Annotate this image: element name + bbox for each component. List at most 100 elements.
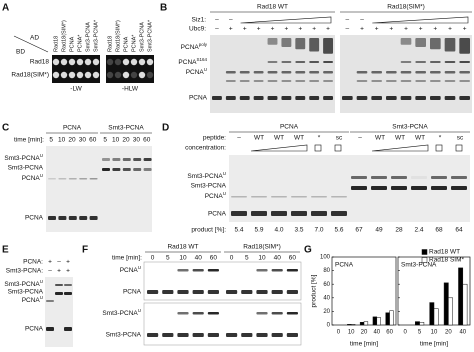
product-value: 5.9: [254, 227, 263, 234]
label-base: Smt3-PCNA: [187, 173, 223, 180]
time-label: 10: [258, 255, 266, 262]
gel-band: [311, 211, 327, 216]
gel-band: [323, 80, 333, 82]
colony: [60, 58, 68, 66]
product-value: 49: [375, 227, 383, 234]
y-tick-label: 20: [323, 309, 330, 315]
label-sup: S164: [196, 57, 207, 62]
gel-band: [309, 38, 320, 52]
gel-band: [391, 186, 407, 190]
colony: [106, 58, 114, 66]
gel-band: [386, 96, 397, 100]
legend-swatch: [421, 257, 428, 263]
gel-band: [207, 312, 219, 315]
gel-band: [411, 186, 427, 190]
gel-band: [177, 312, 189, 315]
gel-band: [309, 80, 320, 82]
gel-band: [271, 269, 283, 272]
time-label: 10: [179, 255, 187, 262]
product-value: 64: [455, 227, 463, 234]
y-tick-label: 80: [323, 268, 330, 274]
wedge: [371, 144, 429, 152]
label-base: PCNA: [120, 267, 139, 274]
gel-band: [267, 71, 278, 74]
group-title: Smt3-PCNA: [108, 125, 144, 132]
sign: –: [57, 259, 61, 266]
y-tick-label: 0: [327, 323, 331, 329]
gel-band: [286, 290, 298, 294]
colony: [122, 58, 130, 66]
bar: [376, 317, 381, 326]
gel-band: [309, 61, 320, 63]
bar: [347, 324, 352, 326]
peptide-label: –: [237, 135, 241, 142]
bar: [385, 312, 390, 326]
band-label: Smt3-PCNA: [106, 332, 142, 339]
gel-band: [331, 211, 347, 216]
x-tick-label: 20: [361, 330, 368, 336]
medium-label: -HLW: [122, 86, 139, 93]
column-label: PCNA: [123, 36, 129, 52]
label: +: [326, 26, 330, 33]
colony: [106, 71, 114, 79]
peptide-label: WT: [395, 135, 405, 142]
gel-band: [356, 71, 368, 74]
band-label: PCNAU: [22, 173, 43, 182]
time-label: 5: [245, 255, 249, 262]
gel-band: [271, 196, 287, 198]
label: –: [346, 26, 350, 33]
product-value: 67: [355, 227, 363, 234]
gel-band: [253, 96, 264, 100]
bar: [458, 267, 464, 326]
bar: [433, 308, 439, 326]
gel-band: [55, 284, 63, 286]
label-sup: poly: [199, 42, 208, 47]
label: +: [419, 26, 423, 33]
gel-band: [177, 333, 189, 337]
gel-band: [64, 292, 72, 295]
label: +: [271, 26, 275, 33]
gel-band: [225, 96, 236, 100]
gel-band: [267, 80, 278, 82]
label-base: PCNA: [205, 193, 224, 200]
gel-band: [430, 80, 441, 82]
x-tick-label: 60: [386, 330, 393, 336]
gel-band: [226, 290, 238, 294]
wedge: [372, 16, 469, 24]
band-label: PCNA: [189, 95, 208, 102]
gel-band: [177, 290, 189, 294]
gel-band: [192, 269, 204, 272]
gel-band: [295, 80, 306, 82]
colony: [68, 71, 76, 79]
gel-band: [323, 71, 333, 74]
colony: [146, 58, 154, 66]
x-tick-label: 0: [404, 330, 408, 336]
time-label: 5: [49, 137, 53, 144]
product-value: 7.0: [314, 227, 323, 234]
gel-band: [430, 96, 441, 100]
sign: –: [48, 268, 52, 275]
axis-label: BD: [16, 49, 25, 56]
gel-band: [256, 312, 268, 315]
gel-band: [331, 196, 347, 198]
peptide-label: sc: [336, 135, 343, 142]
time-label: 0: [230, 255, 234, 262]
wedge: [240, 16, 332, 24]
colony: [92, 71, 100, 79]
band-label: PCNA: [25, 326, 44, 333]
gel-band: [133, 158, 142, 161]
gel-band: [133, 168, 142, 171]
band-label: PCNAU: [22, 295, 43, 304]
band-label: PCNAU: [205, 191, 226, 200]
gel-band: [192, 290, 204, 294]
gel-band: [79, 178, 88, 180]
label: +: [229, 26, 233, 33]
chart-title: Smt3-PCNA: [401, 262, 437, 269]
label-base: PCNA: [22, 297, 41, 304]
gel-band: [253, 80, 264, 82]
colony: [84, 71, 92, 79]
gel-band: [231, 196, 247, 198]
colony: [76, 71, 84, 79]
box: [314, 144, 322, 152]
y-tick-label: 60: [323, 282, 330, 288]
